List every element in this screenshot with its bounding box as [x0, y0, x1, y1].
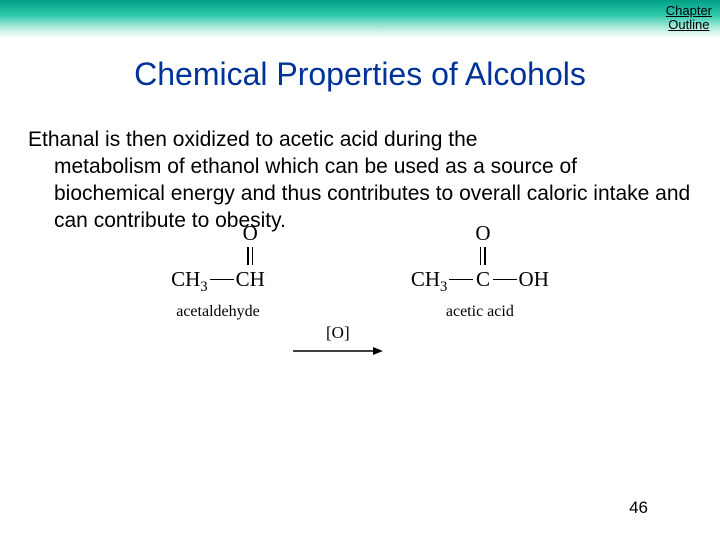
oxygen-atom: O [243, 223, 258, 244]
single-bond-r1 [449, 279, 473, 281]
aceticacid-formula: CH3 O C OH [411, 267, 549, 293]
page-number: 46 [629, 498, 648, 518]
reaction-arrow-block: [O] [293, 267, 383, 357]
double-bond-r [480, 246, 486, 266]
oh-text: OH [519, 267, 549, 292]
body-line1: Ethanal is then oxidized to acetic acid … [28, 128, 477, 151]
ch-text: CH [236, 267, 265, 292]
molecule-right: CH3 O C OH acetic acid [411, 267, 549, 321]
ch3-text: CH3 [171, 267, 208, 292]
aceticacid-label: acetic acid [446, 303, 514, 321]
body-rest: metabolism of ethanol which can be used … [28, 154, 692, 235]
c-text: C [476, 267, 490, 292]
single-bond [210, 279, 234, 281]
reaction-arrow-icon [293, 345, 383, 357]
acetaldehyde-label: acetaldehyde [176, 303, 260, 321]
reaction-scheme: CH3 O CH acetaldehyde [O] CH3 O [0, 267, 720, 357]
ch3-text-r: CH3 [411, 267, 448, 292]
header-band: Chapter Outline [0, 0, 720, 38]
chapter-outline-link[interactable]: Chapter Outline [666, 4, 712, 33]
oxygen-atom-r: O [475, 223, 490, 244]
chapter-outline-line2: Outline [668, 17, 709, 32]
acetaldehyde-formula: CH3 O CH [171, 267, 265, 293]
double-bond [247, 246, 253, 266]
carbonyl-group: O CH [236, 267, 265, 292]
single-bond-r2 [493, 279, 517, 281]
carbonyl-group-r: O C [475, 267, 490, 292]
page-title: Chemical Properties of Alcohols [0, 56, 720, 93]
chapter-outline-line1: Chapter [666, 3, 712, 18]
body-paragraph: Ethanal is then oxidized to acetic acid … [28, 127, 692, 235]
oxidation-reagent: [O] [326, 323, 350, 343]
molecule-left: CH3 O CH acetaldehyde [171, 267, 265, 321]
